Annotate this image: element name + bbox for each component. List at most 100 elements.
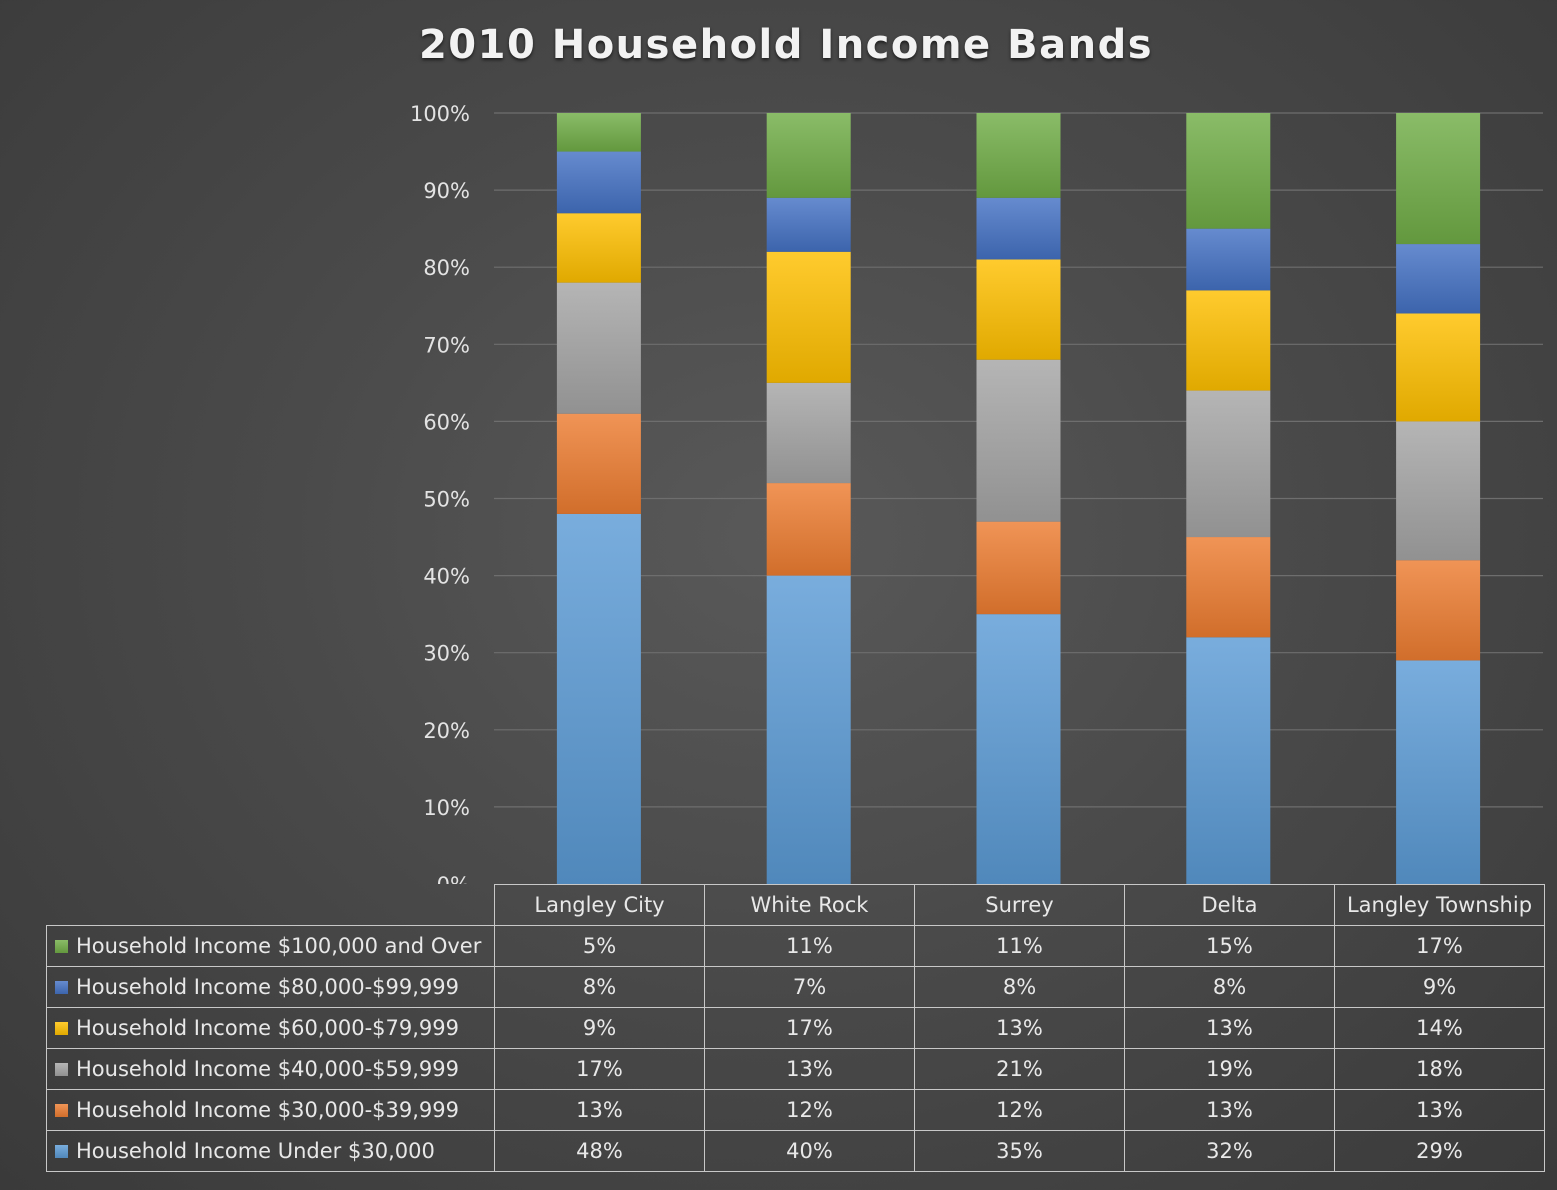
series-name: Household Income $80,000-$99,999 — [76, 975, 460, 999]
data-label: 17% — [1334, 925, 1545, 967]
legend-entry: Household Income $40,000-$59,999 — [46, 1048, 495, 1090]
bar-segment-langley-city-household-income-40-000-59-999 — [556, 282, 641, 414]
series-name: Household Income $40,000-$59,999 — [76, 1057, 460, 1081]
data-table: Langley City White Rock Surrey Delta Langley… — [46, 884, 1545, 1172]
y-tick-label: 90% — [423, 179, 470, 203]
x-tick-label: White Rock — [704, 884, 915, 926]
data-label: 9% — [1334, 966, 1545, 1008]
data-label: 14% — [1334, 1007, 1545, 1049]
bar-segment-surrey-household-income-100-000-and-over — [976, 113, 1061, 198]
chart-title: 2010 Household Income Bands — [418, 22, 1154, 68]
bar-segment-delta-household-income-under-30-000 — [1186, 637, 1271, 884]
bar-segment-white-rock-household-income-60-000-79-999 — [766, 251, 851, 383]
data-label: 8% — [494, 966, 705, 1008]
bar-segment-white-rock-household-income-40-000-59-999 — [766, 382, 851, 484]
legend-swatch — [55, 940, 68, 953]
bar-segment-langley-township-household-income-under-30-000 — [1396, 660, 1481, 884]
data-label: 5% — [494, 925, 705, 967]
y-axis-tick-labels: 0% 10% 20% 30% 40% 50% 60% 70% 80% 90% 100% — [410, 102, 470, 884]
bar-segment-surrey-household-income-60-000-79-999 — [976, 259, 1061, 360]
data-label: 32% — [1124, 1130, 1335, 1172]
x-tick-label: Langley City — [494, 884, 705, 926]
data-label: 21% — [914, 1048, 1125, 1090]
series-name: Household Income $30,000-$39,999 — [76, 1098, 460, 1122]
bar-segment-surrey-household-income-under-30-000 — [976, 614, 1061, 884]
data-label: 15% — [1124, 925, 1335, 967]
table-row: Household Income $80,000-$99,999 8% 7% 8% 8%… — [46, 966, 1545, 1008]
bar-segment-white-rock-household-income-30-000-39-999 — [766, 483, 851, 576]
bar-segment-delta-household-income-100-000-and-over — [1186, 113, 1271, 229]
legend-entry: Household Income Under $30,000 — [46, 1130, 495, 1172]
data-label: 13% — [494, 1089, 705, 1131]
data-label: 8% — [914, 966, 1125, 1008]
data-label: 13% — [1334, 1089, 1545, 1131]
data-label: 13% — [704, 1048, 915, 1090]
data-label: 8% — [1124, 966, 1335, 1008]
bar-segment-langley-city-household-income-under-30-000 — [556, 513, 641, 884]
data-label: 12% — [704, 1089, 915, 1131]
bar-segment-langley-township-household-income-100-000-and-over — [1396, 113, 1481, 245]
bar-segment-surrey-household-income-30-000-39-999 — [976, 521, 1061, 615]
bar-segment-white-rock-household-income-100-000-and-over — [766, 113, 851, 198]
table-corner — [46, 884, 495, 926]
data-label: 13% — [1124, 1089, 1335, 1131]
data-label: 18% — [1334, 1048, 1545, 1090]
y-tick-label: 40% — [423, 565, 470, 589]
bar-segment-langley-township-household-income-60-000-79-999 — [1396, 313, 1481, 422]
bar-segment-langley-township-household-income-40-000-59-999 — [1396, 421, 1481, 561]
series-name: Household Income $60,000-$79,999 — [76, 1016, 460, 1040]
y-tick-label: 60% — [423, 410, 470, 434]
bar-segment-delta-household-income-60-000-79-999 — [1186, 290, 1271, 391]
legend-swatch — [55, 1063, 68, 1076]
series-name: Household Income Under $30,000 — [76, 1139, 435, 1163]
legend-swatch — [55, 1022, 68, 1035]
table-row: Household Income $40,000-$59,999 17% 13% 21… — [46, 1048, 1545, 1090]
bar-segment-langley-city-household-income-60-000-79-999 — [556, 213, 641, 283]
data-label: 17% — [494, 1048, 705, 1090]
y-tick-label: 30% — [423, 642, 470, 666]
bar-segment-langley-city-household-income-80-000-99-999 — [556, 151, 641, 214]
bar-segment-delta-household-income-30-000-39-999 — [1186, 537, 1271, 638]
x-tick-label: Delta — [1124, 884, 1335, 926]
table-row: Household Income $30,000-$39,999 13% 12% 12… — [46, 1089, 1545, 1131]
chart-plot: 0% 10% 20% 30% 40% 50% 60% 70% 80% 90% 100% — [410, 102, 1543, 884]
data-label: 13% — [1124, 1007, 1335, 1049]
data-label: 11% — [704, 925, 915, 967]
table-header-row: Langley City White Rock Surrey Delta Langley… — [46, 884, 1545, 926]
data-label: 9% — [494, 1007, 705, 1049]
bar-segment-surrey-household-income-80-000-99-999 — [976, 197, 1061, 260]
bar-segment-delta-household-income-80-000-99-999 — [1186, 228, 1271, 291]
y-tick-label: 80% — [423, 256, 470, 280]
legend-swatch — [55, 1104, 68, 1117]
data-label: 29% — [1334, 1130, 1545, 1172]
data-label: 35% — [914, 1130, 1125, 1172]
legend-entry: Household Income $30,000-$39,999 — [46, 1089, 495, 1131]
data-label: 48% — [494, 1130, 705, 1172]
legend-entry: Household Income $80,000-$99,999 — [46, 966, 495, 1008]
data-label: 19% — [1124, 1048, 1335, 1090]
bar-segment-langley-city-household-income-30-000-39-999 — [556, 413, 641, 514]
legend-entry: Household Income $60,000-$79,999 — [46, 1007, 495, 1049]
data-label: 11% — [914, 925, 1125, 967]
bar-segment-white-rock-household-income-80-000-99-999 — [766, 197, 851, 252]
bar-segment-langley-township-household-income-30-000-39-999 — [1396, 560, 1481, 661]
legend-swatch — [55, 1145, 68, 1158]
data-label: 40% — [704, 1130, 915, 1172]
y-tick-label: 0% — [437, 873, 470, 884]
data-label: 13% — [914, 1007, 1125, 1049]
data-label: 7% — [704, 966, 915, 1008]
y-tick-label: 70% — [423, 333, 470, 357]
y-tick-label: 10% — [423, 796, 470, 820]
bar-segment-surrey-household-income-40-000-59-999 — [976, 359, 1061, 522]
series-name: Household Income $100,000 and Over — [76, 934, 482, 958]
data-label: 17% — [704, 1007, 915, 1049]
bar-segment-delta-household-income-40-000-59-999 — [1186, 390, 1271, 538]
bar-segment-langley-city-household-income-100-000-and-over — [556, 113, 641, 152]
bar-segment-white-rock-household-income-under-30-000 — [766, 575, 851, 884]
y-tick-label: 20% — [423, 719, 470, 743]
table-row: Household Income Under $30,000 48% 40% 35% 3… — [46, 1130, 1545, 1172]
table-row: Household Income $100,000 and Over 5% 11% 1… — [46, 925, 1545, 967]
stacked-bars — [556, 113, 1481, 884]
legend-swatch — [55, 981, 68, 994]
bar-segment-langley-township-household-income-80-000-99-999 — [1396, 244, 1481, 314]
